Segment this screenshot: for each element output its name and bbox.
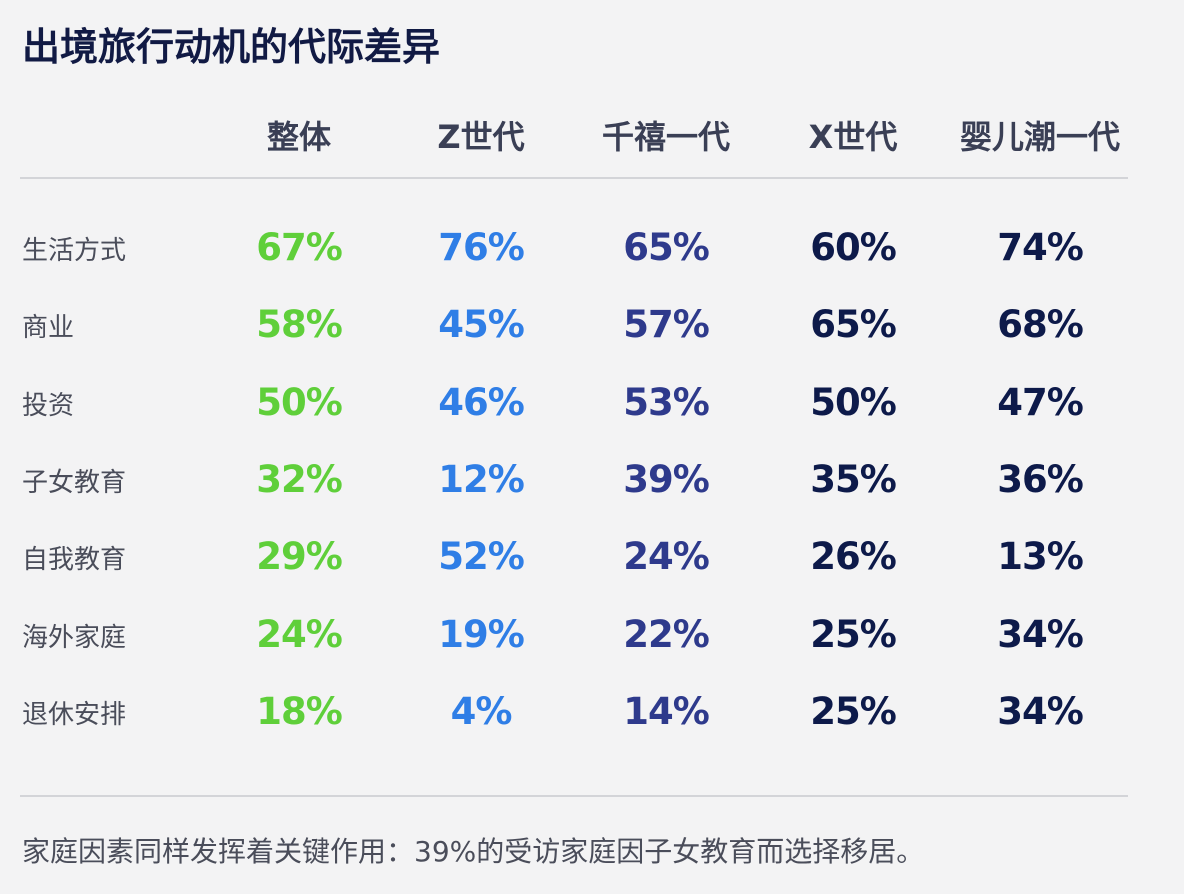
data-cell: 29% — [256, 535, 343, 579]
chart-title: 出境旅行动机的代际差异 — [22, 25, 441, 69]
data-cell: 35% — [810, 457, 897, 501]
data-cell: 12% — [438, 457, 525, 501]
data-cell: 39% — [623, 457, 710, 501]
data-cell: 65% — [810, 303, 897, 347]
row-label: 生活方式 — [22, 236, 127, 266]
row-label: 投资 — [22, 390, 75, 421]
row-label: 子女教育 — [22, 467, 127, 498]
data-cell: 18% — [256, 689, 343, 733]
row-label: 退休安排 — [22, 699, 127, 730]
data-cell: 24% — [623, 535, 710, 579]
data-cell: 47% — [997, 380, 1084, 424]
column-header: 整体 — [266, 118, 331, 156]
data-cell: 76% — [438, 226, 525, 269]
row-label: 自我教育 — [22, 545, 127, 576]
data-cell: 25% — [810, 689, 897, 733]
data-cell: 19% — [438, 612, 525, 656]
data-cell: 58% — [256, 303, 343, 347]
data-cell: 46% — [438, 380, 525, 424]
data-cell: 52% — [438, 535, 525, 579]
data-cell: 50% — [810, 380, 897, 424]
column-header: 婴儿潮一代 — [959, 118, 1120, 156]
data-cell: 34% — [997, 689, 1084, 733]
header-divider — [20, 177, 1128, 179]
data-cell: 25% — [810, 612, 897, 656]
data-cell: 13% — [997, 535, 1084, 579]
data-cell: 14% — [623, 689, 710, 733]
data-cell: 34% — [997, 612, 1084, 656]
data-cell: 45% — [438, 303, 525, 347]
column-header: 千禧一代 — [601, 118, 730, 156]
data-cell: 57% — [623, 303, 710, 347]
data-cell: 65% — [623, 226, 710, 269]
data-cell: 74% — [997, 226, 1084, 269]
data-cell: 68% — [997, 303, 1084, 347]
column-header: Z世代 — [437, 118, 525, 156]
data-cell: 24% — [256, 612, 343, 656]
column-header: X世代 — [808, 118, 898, 156]
data-cell: 60% — [810, 226, 897, 269]
data-cell: 67% — [256, 226, 343, 269]
data-cell: 26% — [810, 535, 897, 579]
row-label: 海外家庭 — [22, 622, 127, 653]
data-cell: 53% — [623, 380, 710, 424]
footer-divider — [20, 795, 1128, 797]
row-label: 商业 — [22, 313, 75, 344]
data-cell: 4% — [450, 689, 513, 733]
data-cell: 32% — [256, 457, 343, 501]
data-cell: 50% — [256, 380, 343, 424]
footnote: 家庭因素同样发挥着关键作用：39%的受访家庭因子女教育而选择移居。 — [22, 835, 925, 868]
data-cell: 22% — [623, 612, 710, 656]
data-cell: 36% — [997, 457, 1084, 501]
